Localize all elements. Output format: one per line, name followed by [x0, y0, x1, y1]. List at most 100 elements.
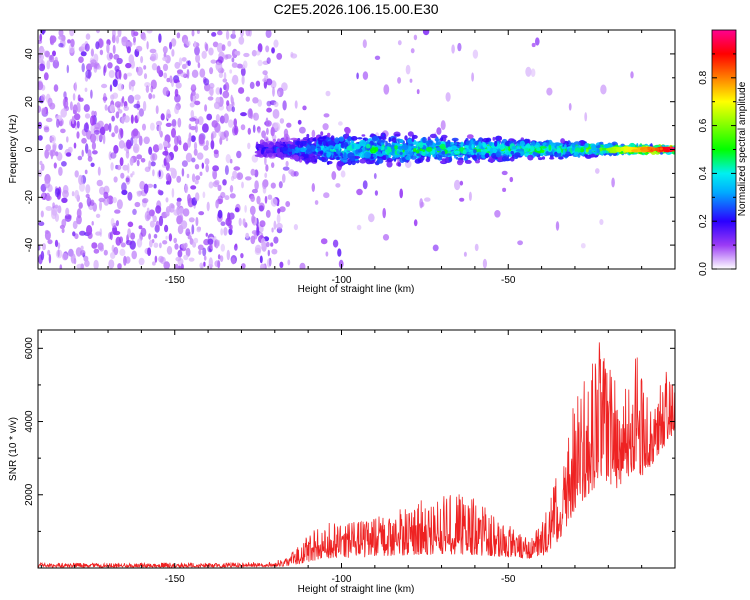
noise-cell: [281, 82, 288, 91]
noise-cell: [127, 94, 135, 104]
noise-cell: [181, 160, 188, 168]
noise-cell: [90, 89, 93, 99]
signal-cell: [495, 151, 502, 158]
noise-cell: [67, 146, 73, 154]
noise-cell: [45, 117, 53, 123]
noise-cell: [90, 123, 95, 134]
signal-cell: [317, 147, 322, 151]
noise-cell: [191, 157, 196, 163]
noise-cell: [276, 213, 281, 224]
signal-cell: [334, 137, 340, 144]
signal-cell: [465, 140, 470, 146]
noise-cell: [501, 170, 508, 176]
signal-cell: [344, 149, 347, 153]
noise-cell: [123, 105, 129, 111]
noise-cell: [265, 45, 270, 53]
noise-cell: [148, 93, 153, 100]
y-tick-label: 2000: [24, 483, 35, 506]
noise-cell: [214, 239, 219, 249]
noise-cell: [109, 231, 113, 241]
noise-cell: [206, 201, 210, 212]
noise-cell: [282, 166, 290, 171]
noise-cell: [530, 68, 536, 77]
signal-cell: [476, 153, 480, 160]
signal-cell: [289, 144, 295, 149]
noise-cell: [188, 123, 192, 130]
noise-cell: [120, 242, 126, 248]
noise-cell: [138, 108, 144, 117]
peak-cell: [665, 146, 670, 150]
noise-cell: [163, 158, 167, 167]
signal-cell: [329, 157, 334, 160]
signal-cell: [471, 144, 474, 149]
noise-cell: [630, 71, 634, 79]
signal-cell: [397, 146, 404, 150]
noise-cell: [118, 69, 122, 80]
noise-cell: [99, 126, 106, 136]
signal-cell: [494, 140, 498, 147]
noise-cell: [136, 191, 142, 197]
noise-cell: [356, 72, 359, 80]
signal-cell: [351, 143, 355, 149]
noise-cell: [356, 188, 363, 196]
signal-cell: [519, 140, 525, 147]
signal-cell: [425, 157, 431, 163]
noise-cell: [118, 140, 125, 149]
noise-cell: [436, 127, 442, 135]
noise-cell: [252, 97, 259, 104]
noise-cell: [158, 33, 162, 43]
noise-cell: [177, 249, 183, 258]
noise-cell: [223, 72, 227, 80]
y-tick-label: 0: [24, 146, 35, 152]
noise-cell: [599, 219, 604, 225]
noise-cell: [218, 72, 223, 79]
noise-cell: [133, 31, 139, 37]
noise-cell: [57, 242, 61, 250]
noise-cell: [136, 154, 143, 160]
noise-cell: [133, 136, 138, 146]
noise-cell: [285, 160, 289, 167]
noise-cell: [209, 82, 215, 89]
noise-cell: [231, 77, 236, 84]
noise-cell: [181, 168, 185, 177]
noise-cell: [114, 125, 119, 134]
noise-cell: [273, 220, 277, 230]
noise-cell: [266, 127, 269, 135]
noise-cell: [112, 44, 116, 55]
noise-cell: [228, 119, 234, 128]
noise-cell: [72, 220, 78, 230]
noise-cell: [271, 47, 275, 54]
noise-cell: [186, 173, 190, 179]
noise-cell: [222, 78, 228, 83]
noise-cell: [196, 226, 201, 233]
noise-cell: [158, 170, 161, 178]
noise-cell: [219, 87, 223, 95]
signal-cell: [363, 151, 371, 159]
noise-cell: [517, 240, 523, 246]
noise-cell: [262, 78, 268, 83]
noise-cell: [85, 143, 89, 154]
noise-cell: [277, 208, 281, 214]
signal-cell: [404, 135, 408, 141]
noise-cell: [95, 41, 100, 50]
noise-cell: [158, 143, 163, 151]
noise-cell: [84, 113, 91, 119]
noise-cell: [266, 258, 272, 268]
noise-cell: [179, 214, 184, 223]
noise-cell: [270, 242, 274, 247]
signal-cell: [573, 141, 581, 147]
noise-cell: [153, 233, 158, 239]
noise-cell: [85, 33, 91, 40]
noise-cell: [234, 207, 240, 213]
signal-cell: [327, 140, 335, 147]
y-tick-label: 6000: [24, 337, 35, 360]
noise-cell: [265, 117, 269, 127]
noise-cell: [162, 86, 169, 96]
noise-cell: [195, 53, 201, 63]
noise-cell: [112, 79, 118, 88]
noise-cell: [257, 99, 263, 107]
noise-cell: [121, 182, 127, 192]
noise-cell: [165, 206, 172, 213]
signal-cell: [579, 148, 585, 153]
noise-cell: [451, 44, 455, 54]
